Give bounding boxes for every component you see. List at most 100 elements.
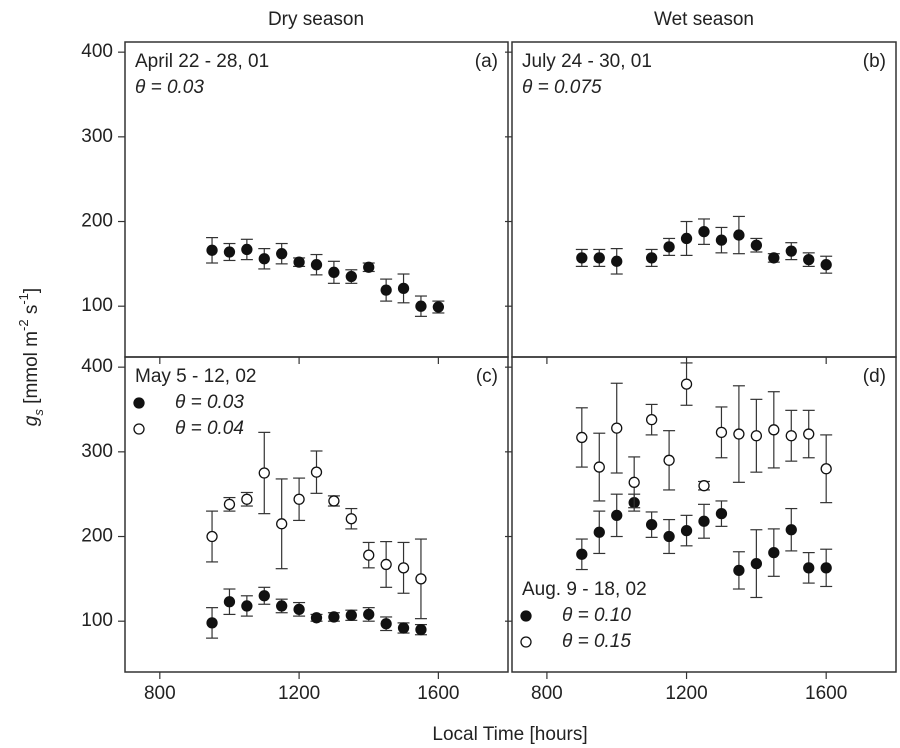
point <box>223 246 236 258</box>
legend-marker <box>133 397 145 409</box>
point <box>698 480 710 492</box>
point <box>663 530 675 543</box>
panel-note: θ = 0.075 <box>522 77 602 98</box>
y-tick-label: 400 <box>81 41 113 62</box>
point <box>258 467 270 479</box>
point <box>680 378 693 390</box>
point <box>663 241 675 253</box>
panel-note: θ = 0.03 <box>135 77 204 98</box>
panel-subtitle: July 24 - 30, 01 <box>522 51 652 72</box>
point <box>750 557 763 570</box>
legend-label: θ = 0.04 <box>175 418 244 439</box>
point <box>820 463 832 475</box>
point <box>345 270 357 283</box>
y-label-part: g <box>21 415 42 426</box>
point <box>576 431 588 444</box>
point <box>733 229 745 241</box>
point <box>715 426 728 439</box>
legend-marker <box>520 610 532 622</box>
point <box>206 530 218 543</box>
point <box>380 558 392 571</box>
point <box>258 253 270 265</box>
point <box>768 424 780 436</box>
legend-marker <box>133 423 145 435</box>
point <box>611 509 623 521</box>
point <box>293 603 305 615</box>
point <box>241 243 253 256</box>
point <box>820 259 832 271</box>
panel-label: (b) <box>863 51 886 72</box>
point <box>223 498 236 510</box>
y-tick-label: 200 <box>81 211 113 232</box>
point <box>241 600 253 612</box>
panel-subtitle: Aug. 9 - 18, 02 <box>522 579 647 600</box>
point <box>611 255 623 267</box>
y-axis-label: gs [mmol m-2 s-1] <box>16 288 46 426</box>
x-tick-label: 1600 <box>417 683 459 704</box>
x-tick-label: 1200 <box>665 683 707 704</box>
point <box>328 266 340 278</box>
point <box>698 515 710 527</box>
legend-label: θ = 0.15 <box>562 631 631 652</box>
point <box>276 600 288 612</box>
legend-label: θ = 0.03 <box>175 392 244 413</box>
point <box>415 573 427 585</box>
point <box>715 508 728 520</box>
y-tick-label: 200 <box>81 526 113 547</box>
point <box>750 239 763 251</box>
point <box>820 562 832 574</box>
point <box>663 454 675 466</box>
point <box>785 430 797 442</box>
point <box>611 422 623 434</box>
point <box>785 245 797 257</box>
point <box>680 524 693 537</box>
y-label-part: [mmol m <box>21 331 42 409</box>
plot-frame <box>124 356 509 673</box>
x-tick-label: 800 <box>531 683 563 704</box>
point <box>345 513 357 525</box>
x-tick-label: 1600 <box>805 683 847 704</box>
point <box>258 590 270 602</box>
point <box>397 622 410 634</box>
point <box>593 461 605 473</box>
point <box>206 617 218 629</box>
point <box>310 259 323 271</box>
point <box>310 612 323 624</box>
panel-subtitle: April 22 - 28, 01 <box>135 51 269 72</box>
point <box>415 624 427 636</box>
point <box>576 548 588 560</box>
point <box>276 248 288 260</box>
y-label-part: s <box>21 305 42 320</box>
y-tick-label: 400 <box>81 356 113 377</box>
point <box>328 611 340 623</box>
point <box>645 519 658 531</box>
point <box>293 256 305 268</box>
legend-marker <box>520 636 532 648</box>
point <box>432 301 445 313</box>
panel-label: (a) <box>475 51 498 72</box>
point <box>206 244 218 256</box>
point <box>680 232 693 245</box>
point <box>363 608 375 621</box>
point <box>363 261 375 273</box>
point <box>576 252 588 264</box>
column-title: Dry season <box>268 9 364 30</box>
point <box>733 564 745 577</box>
plot-frame <box>511 356 897 673</box>
point <box>223 596 236 608</box>
point <box>380 618 392 630</box>
panel-label: (d) <box>863 366 886 387</box>
point <box>345 609 357 621</box>
y-tick-label: 100 <box>81 295 113 316</box>
point <box>785 524 797 536</box>
x-axis-label: Local Time [hours] <box>432 724 587 745</box>
panel-subtitle: May 5 - 12, 02 <box>135 366 256 387</box>
point <box>397 282 410 295</box>
point <box>803 428 815 440</box>
point <box>733 428 745 440</box>
point <box>803 253 815 266</box>
point <box>310 466 323 478</box>
point <box>593 526 605 538</box>
point <box>397 562 410 574</box>
